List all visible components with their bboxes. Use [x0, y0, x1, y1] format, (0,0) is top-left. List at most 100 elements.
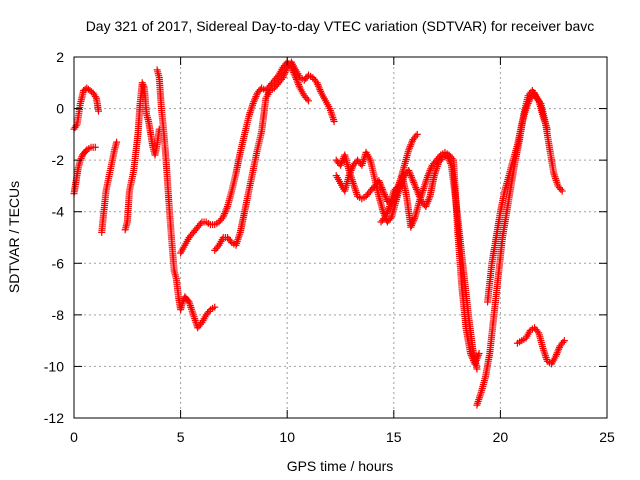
data-point	[184, 297, 192, 305]
data-point	[247, 105, 255, 113]
data-point	[540, 348, 548, 356]
data-point	[552, 176, 560, 184]
data-point	[552, 352, 560, 360]
data-point	[379, 187, 387, 195]
series-trace-c	[98, 138, 121, 236]
y-tick-label: 2	[56, 49, 64, 65]
data-point	[250, 98, 258, 106]
data-point	[405, 168, 413, 176]
data-point	[226, 237, 234, 245]
data-point	[421, 181, 429, 189]
data-point	[140, 82, 148, 90]
data-point	[189, 311, 197, 319]
data-point	[384, 206, 392, 214]
series-trace-a	[70, 84, 103, 133]
data-point	[383, 209, 391, 217]
data-point	[245, 110, 253, 118]
data-point	[560, 337, 568, 345]
data-point	[424, 197, 432, 205]
data-point	[467, 350, 475, 358]
data-point	[190, 313, 198, 321]
data-point	[555, 345, 563, 353]
x-tick-label: 0	[70, 429, 78, 445]
data-point	[557, 185, 565, 193]
data-point	[425, 168, 433, 176]
data-point	[295, 82, 303, 90]
data-point	[475, 394, 483, 402]
data-point	[431, 170, 439, 178]
data-point	[422, 201, 430, 209]
data-point	[273, 73, 281, 81]
data-point	[329, 116, 337, 124]
data-point	[552, 175, 560, 183]
data-point	[386, 215, 394, 223]
data-point	[405, 144, 413, 152]
data-point	[408, 221, 416, 229]
data-point	[409, 218, 417, 226]
data-point	[313, 79, 321, 87]
data-point	[279, 74, 287, 82]
data-point	[221, 208, 229, 216]
series-trace-d	[121, 79, 163, 234]
data-point	[138, 79, 146, 87]
plot-frame	[73, 56, 608, 419]
data-point	[350, 181, 358, 189]
data-point	[252, 93, 260, 101]
data-point	[475, 350, 483, 358]
data-point	[280, 70, 288, 78]
data-point	[423, 199, 431, 207]
data-point	[554, 347, 562, 355]
data-point	[427, 165, 435, 173]
data-point	[406, 142, 414, 150]
data-point	[348, 165, 356, 173]
data-point	[541, 352, 549, 360]
x-tick-label: 20	[493, 429, 509, 445]
data-point	[220, 211, 228, 219]
data-point	[352, 187, 360, 195]
data-point	[189, 309, 197, 317]
data-point	[188, 307, 196, 315]
data-point	[191, 315, 199, 323]
data-point	[471, 360, 479, 368]
data-point	[303, 95, 311, 103]
data-point	[476, 392, 484, 400]
data-point	[295, 81, 303, 89]
data-point	[425, 196, 433, 204]
data-point	[411, 182, 419, 190]
data-point	[196, 220, 204, 228]
data-point	[315, 84, 323, 92]
data-point	[187, 303, 195, 311]
data-point	[282, 67, 290, 75]
data-point	[214, 243, 222, 251]
axis-ticks	[73, 56, 608, 419]
data-point	[408, 175, 416, 183]
data-point	[405, 146, 413, 154]
data-point	[405, 166, 413, 174]
data-point	[345, 172, 353, 180]
data-point	[408, 139, 416, 147]
data-point	[414, 189, 422, 197]
data-point	[395, 180, 403, 188]
data-point	[223, 204, 231, 212]
data-point	[330, 117, 338, 125]
data-point	[473, 355, 481, 363]
data-point	[413, 187, 421, 195]
data-point	[219, 213, 227, 221]
data-point	[477, 390, 485, 398]
data-point	[251, 94, 259, 102]
data-point	[421, 179, 429, 187]
data-point	[281, 68, 289, 76]
data-point	[338, 158, 346, 166]
data-point	[551, 173, 559, 181]
x-tick-labels: 0 5 10 15 20 25	[70, 429, 615, 445]
data-point	[329, 114, 337, 122]
data-point	[91, 93, 99, 101]
data-point	[541, 350, 549, 358]
data-point	[432, 166, 440, 174]
y-axis-label: SDTVAR / TECUs	[6, 181, 22, 293]
data-point	[211, 303, 219, 311]
data-point	[425, 170, 433, 178]
data-point	[346, 170, 354, 178]
chart-title: Day 321 of 2017, Sidereal Day-to-day VTE…	[86, 18, 595, 34]
